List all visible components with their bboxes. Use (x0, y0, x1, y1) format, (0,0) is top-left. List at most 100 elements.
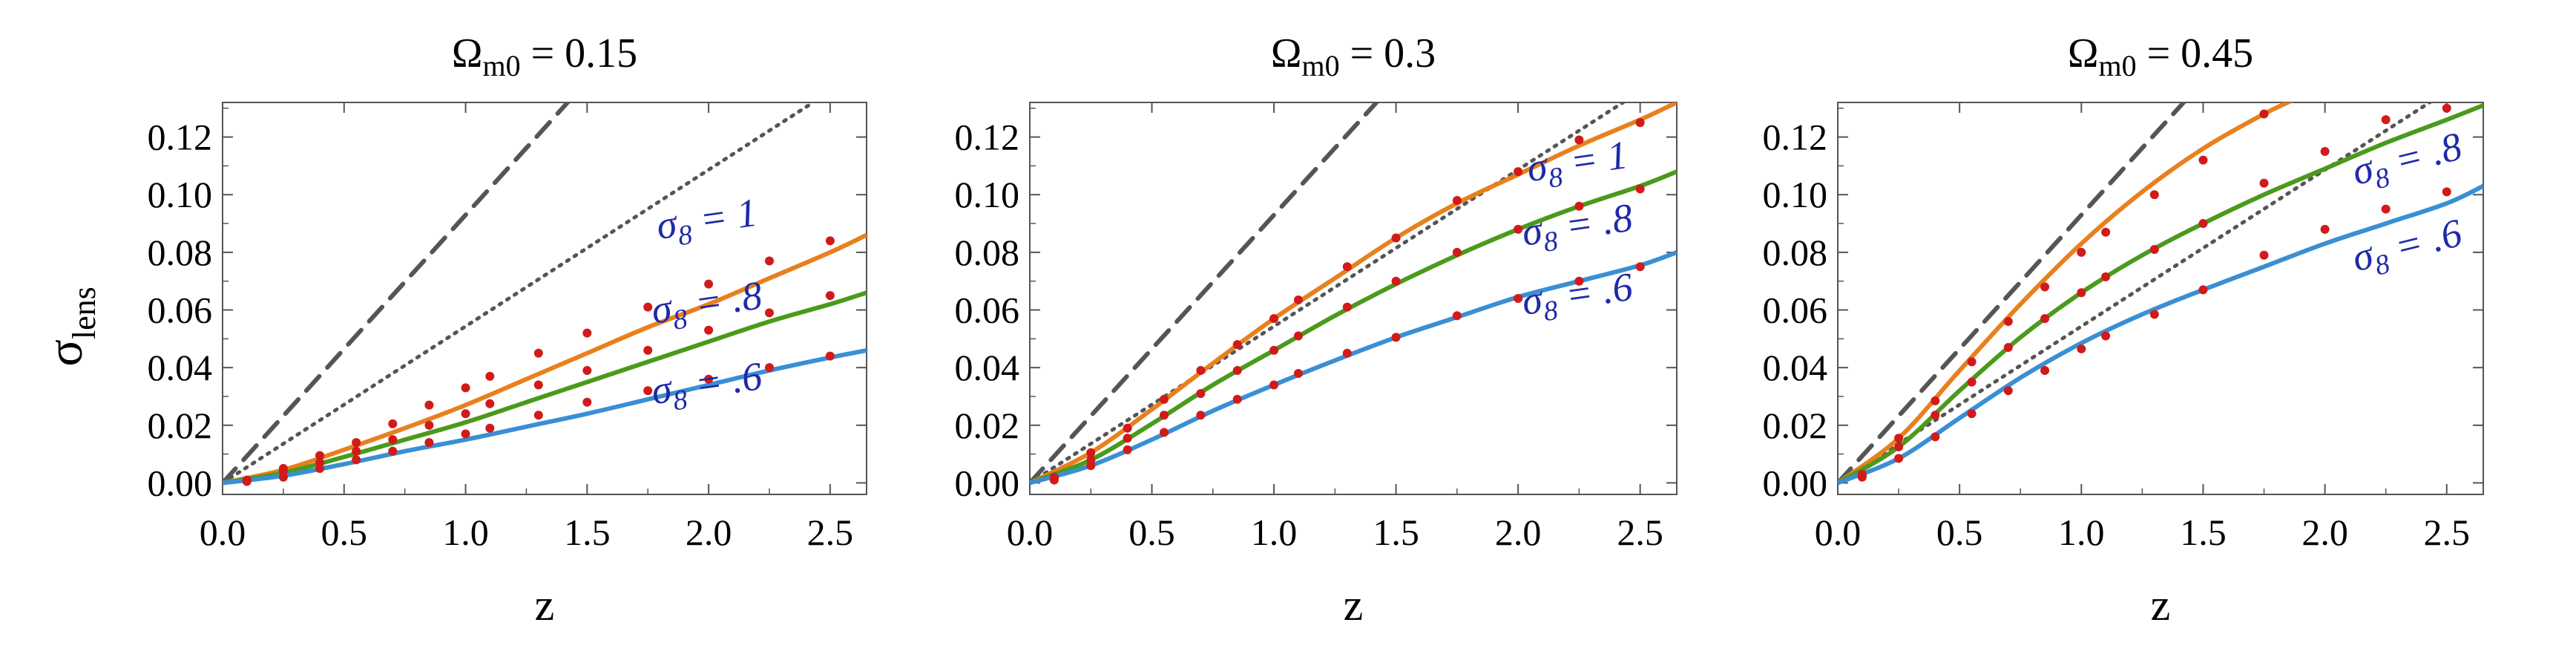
y-tick-label: 0.02 (148, 405, 213, 446)
y-tick-label: 0.08 (1763, 232, 1828, 273)
data-point (1574, 276, 1584, 286)
data-point (1196, 411, 1206, 420)
panel-title-value: = 0.15 (521, 30, 638, 76)
y-tick-label: 0.08 (955, 232, 1020, 273)
data-point (2442, 103, 2451, 113)
series-line (223, 290, 867, 486)
series-label-value: = .6 (1553, 264, 1635, 319)
plot-frame (222, 102, 867, 495)
data-point (704, 325, 714, 335)
data-point (1391, 276, 1401, 286)
x-tick-label: 1.0 (442, 511, 489, 553)
panel-title-value: = 0.3 (1340, 30, 1436, 76)
series-label: σ8 = .6 (648, 353, 766, 419)
data-point (2381, 204, 2391, 214)
data-point (461, 429, 470, 439)
data-point (1232, 394, 1242, 404)
data-point (485, 399, 495, 408)
data-point (1452, 311, 1462, 321)
data-point (704, 279, 714, 289)
data-point (1931, 396, 1940, 405)
panel-title-symbol: Ω (1271, 30, 1302, 76)
y-tick-label: 0.06 (1763, 290, 1828, 331)
data-point (825, 351, 835, 361)
data-point (2077, 288, 2086, 298)
x-tick-label: 0.0 (200, 511, 246, 553)
data-point (1196, 366, 1206, 376)
data-point (424, 438, 434, 448)
data-point (2040, 314, 2050, 324)
panel-title-subscript: m0 (2098, 49, 2136, 82)
data-point (1514, 167, 1523, 177)
data-point (1452, 196, 1462, 205)
data-point (1967, 357, 1977, 367)
data-point (1293, 368, 1303, 378)
data-point (2003, 317, 2013, 327)
data-point (643, 386, 653, 396)
data-point (1967, 409, 1977, 419)
data-point (1894, 442, 1904, 451)
x-tick-label: 2.5 (2424, 511, 2471, 553)
chart-panel-3: Ωm0 = 0.45 0.0 0.5 1.0 1.5 2.0 2.5 0.00 0.02 0.04… (1763, 30, 2484, 630)
y-tick-label: 0.06 (148, 290, 213, 331)
data-point (2320, 224, 2330, 234)
data-point (1123, 423, 1132, 433)
y-tick-label: 0.10 (955, 174, 1020, 215)
series-line (223, 232, 867, 486)
data-point (485, 423, 495, 433)
data-point (1269, 314, 1279, 324)
plot-area (1838, 102, 2483, 486)
data-point (388, 435, 398, 445)
data-point (1635, 184, 1645, 194)
data-point (1514, 224, 1523, 234)
panel-title: Ωm0 = 0.3 (1271, 30, 1436, 82)
series-label-value: = .6 (683, 353, 765, 408)
x-tick-label: 2.5 (1617, 511, 1663, 553)
data-point (533, 411, 543, 420)
data-point (1196, 389, 1206, 399)
data-point (2040, 366, 2050, 376)
x-tick-label: 1.5 (564, 511, 611, 553)
x-tick-label: 1.5 (1373, 511, 1419, 553)
data-point (315, 464, 325, 474)
data-point (1269, 345, 1279, 355)
chart-panel-1: Ωm0 = 0.15 0.0 0.5 1.0 1.5 2.0 2.5 0.00 0.02 0.04… (148, 30, 867, 630)
reference-line-dashed (1838, 102, 2186, 486)
data-point (825, 236, 835, 246)
y-tick-label: 0.12 (955, 117, 1020, 158)
data-point (1269, 380, 1279, 390)
y-tick-label: 0.00 (1763, 462, 1828, 503)
plot-frame (1029, 102, 1678, 495)
data-point (764, 363, 774, 373)
y-tick-label: 0.02 (955, 405, 1020, 446)
x-tick-label: 0.5 (321, 511, 368, 553)
data-point (1159, 394, 1169, 404)
x-tick-label: 0.0 (1815, 511, 1862, 553)
y-tick-label: 0.00 (955, 462, 1020, 503)
y-axis-label: σlens (36, 287, 102, 367)
y-tick-label: 0.10 (1763, 174, 1828, 215)
data-point (2259, 250, 2269, 260)
data-point (424, 400, 434, 410)
x-tick-label: 1.0 (1251, 511, 1298, 553)
series-label-value: = 1 (687, 190, 760, 243)
reference-line-dashed (1030, 102, 1379, 486)
data-point (2259, 109, 2269, 119)
reference-line-dashed (223, 102, 571, 486)
data-point (2149, 245, 2159, 254)
data-point (1293, 295, 1303, 304)
series-label: σ8 = .6 (1519, 264, 1637, 330)
y-tick-label: 0.12 (148, 117, 213, 158)
data-point (1159, 428, 1169, 437)
data-point (643, 345, 653, 355)
series-label: σ8 = .8 (1519, 195, 1637, 261)
data-point (533, 380, 543, 390)
x-axis-label: z (535, 581, 555, 630)
data-point (2259, 178, 2269, 188)
panel-title-value: = 0.45 (2137, 30, 2254, 76)
y-tick-label: 0.06 (955, 290, 1020, 331)
data-point (2003, 343, 2013, 352)
x-tick-label: 2.0 (686, 511, 732, 553)
y-tick-label: 0.02 (1763, 405, 1828, 446)
